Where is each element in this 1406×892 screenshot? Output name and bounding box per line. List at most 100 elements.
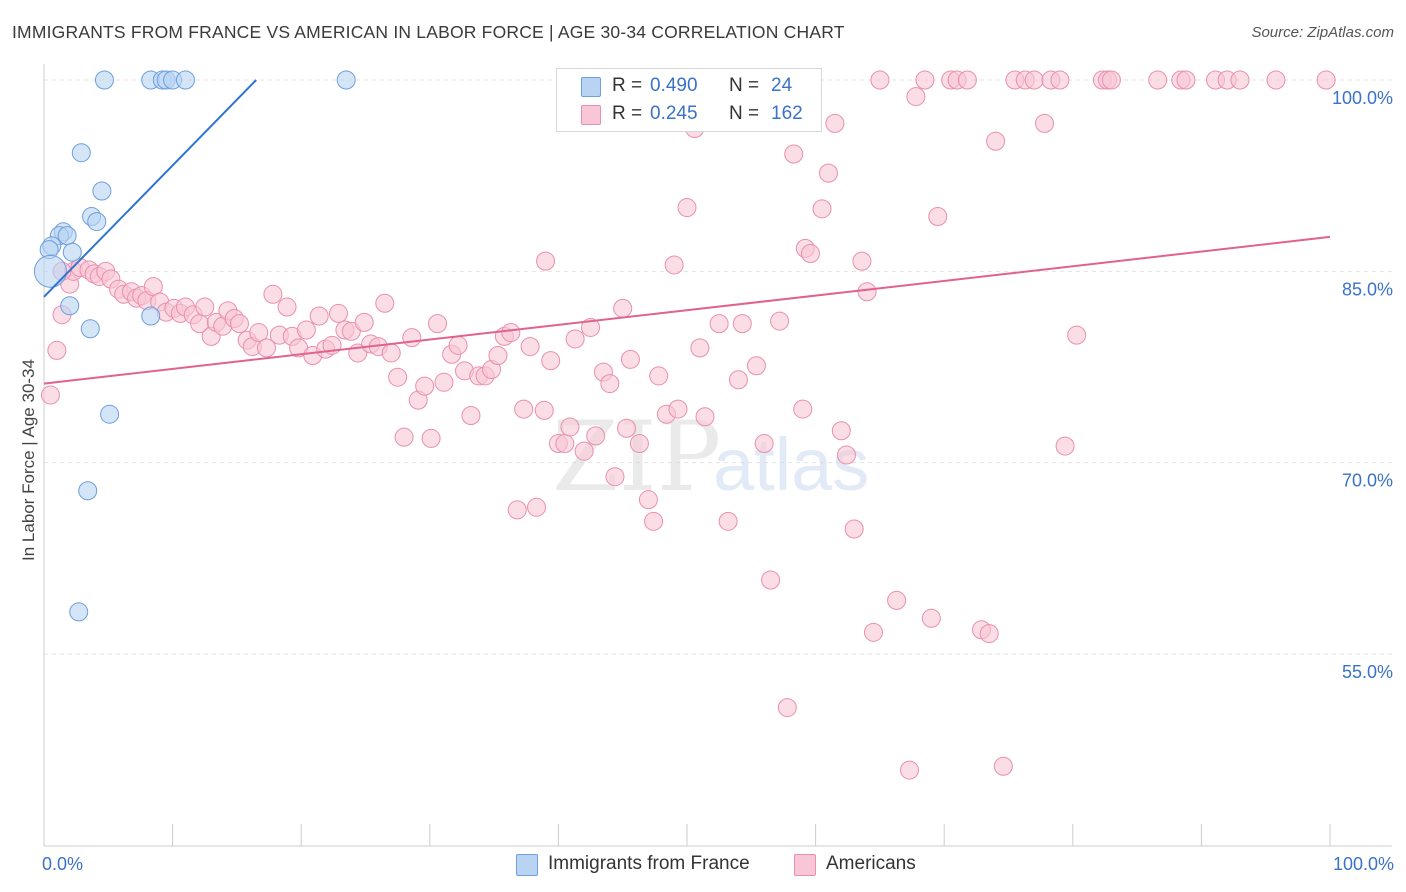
- trend-lines: [43, 79, 1331, 385]
- france-point: [71, 143, 91, 163]
- americans-point: [507, 500, 527, 520]
- france-point: [141, 306, 161, 326]
- americans-point: [613, 298, 633, 318]
- legend-swatch-blue: [581, 77, 601, 97]
- france-point: [94, 70, 114, 90]
- france-trend-line: [43, 79, 257, 298]
- americans-point: [560, 417, 580, 437]
- americans-point: [863, 622, 883, 642]
- grid-lines: [44, 79, 1392, 655]
- data-points: [33, 70, 1336, 780]
- americans-point: [906, 87, 926, 107]
- axis-labels: In Labor Force | Age 30-34 100.0% 85.0% 70…: [19, 88, 1394, 874]
- americans-point: [825, 113, 845, 133]
- legend-n-label: N =: [729, 75, 760, 96]
- france-point: [62, 242, 82, 262]
- americans-point: [695, 407, 715, 427]
- americans-point: [836, 445, 856, 465]
- series-label-france: Immigrants from France: [548, 853, 750, 874]
- americans-point: [915, 70, 935, 90]
- legend-r-label: R =: [612, 103, 643, 124]
- france-point: [100, 404, 120, 424]
- americans-point: [296, 320, 316, 340]
- americans-point: [1316, 70, 1336, 90]
- legend-n-value: 162: [771, 103, 803, 124]
- americans-point: [777, 698, 797, 718]
- y-tick-label: 55.0%: [1342, 662, 1393, 682]
- legend-row-americans: R = 0.245 N = 162: [557, 102, 821, 128]
- americans-point: [728, 370, 748, 390]
- americans-point: [605, 467, 625, 487]
- americans-point: [664, 255, 684, 275]
- legend-n-label: N =: [729, 103, 760, 124]
- americans-point: [746, 356, 766, 376]
- americans-point: [709, 314, 729, 334]
- y-axis-label: In Labor Force | Age 30-34: [19, 359, 38, 561]
- americans-point: [581, 317, 601, 337]
- americans-point: [732, 314, 752, 334]
- americans-point: [488, 346, 508, 366]
- americans-point: [1050, 70, 1070, 90]
- americans-point: [565, 329, 585, 349]
- americans-point: [527, 497, 547, 517]
- americans-point: [1055, 436, 1075, 456]
- americans-point: [979, 624, 999, 644]
- series-label-americans: Americans: [826, 853, 916, 874]
- americans-point: [421, 428, 441, 448]
- americans-point: [754, 434, 774, 454]
- americans-point: [793, 399, 813, 419]
- americans-point: [1148, 70, 1168, 90]
- americans-point: [354, 312, 374, 332]
- americans-point: [461, 405, 481, 425]
- france-point: [336, 70, 356, 90]
- americans-point: [388, 367, 408, 387]
- americans-point: [40, 385, 60, 405]
- y-tick-label: 100.0%: [1332, 88, 1393, 108]
- americans-trend-line: [43, 235, 1331, 385]
- americans-point: [831, 421, 851, 441]
- americans-point: [1101, 70, 1121, 90]
- france-point: [92, 181, 112, 201]
- axes: [43, 64, 1392, 847]
- americans-point: [718, 511, 738, 531]
- americans-point: [887, 590, 907, 610]
- americans-point: [375, 293, 395, 313]
- series-swatch-pink: [794, 854, 816, 876]
- americans-point: [617, 418, 637, 438]
- americans-point: [434, 372, 454, 392]
- americans-point: [761, 570, 781, 590]
- y-tick-label: 85.0%: [1342, 279, 1393, 299]
- legend-r-label: R =: [612, 75, 643, 96]
- americans-point: [328, 303, 348, 323]
- americans-point: [394, 427, 414, 447]
- france-point: [175, 70, 195, 90]
- americans-point: [520, 337, 540, 357]
- americans-point: [501, 323, 521, 343]
- americans-point: [812, 199, 832, 219]
- americans-point: [957, 70, 977, 90]
- americans-point: [986, 131, 1006, 151]
- chart-source: Source: ZipAtlas.com: [1251, 24, 1394, 41]
- americans-point: [870, 70, 890, 90]
- france-point: [57, 226, 77, 246]
- americans-point: [899, 760, 919, 780]
- series-swatch-blue: [516, 854, 538, 876]
- americans-point: [677, 198, 697, 218]
- americans-point: [620, 349, 640, 369]
- americans-point: [649, 366, 669, 386]
- americans-point: [1230, 70, 1250, 90]
- legend-r-value: 0.490: [650, 75, 698, 96]
- americans-point: [381, 343, 401, 363]
- americans-point: [800, 243, 820, 263]
- americans-point: [690, 338, 710, 358]
- americans-point: [644, 511, 664, 531]
- americans-point: [402, 328, 422, 348]
- france-point: [60, 296, 80, 316]
- americans-point: [256, 338, 276, 358]
- americans-point: [309, 306, 329, 326]
- americans-point: [47, 340, 67, 360]
- americans-point: [195, 297, 215, 317]
- americans-point: [1266, 70, 1286, 90]
- americans-point: [928, 206, 948, 226]
- correlation-legend: R = 0.490 N = 24 R = 0.245 N = 162: [556, 68, 822, 132]
